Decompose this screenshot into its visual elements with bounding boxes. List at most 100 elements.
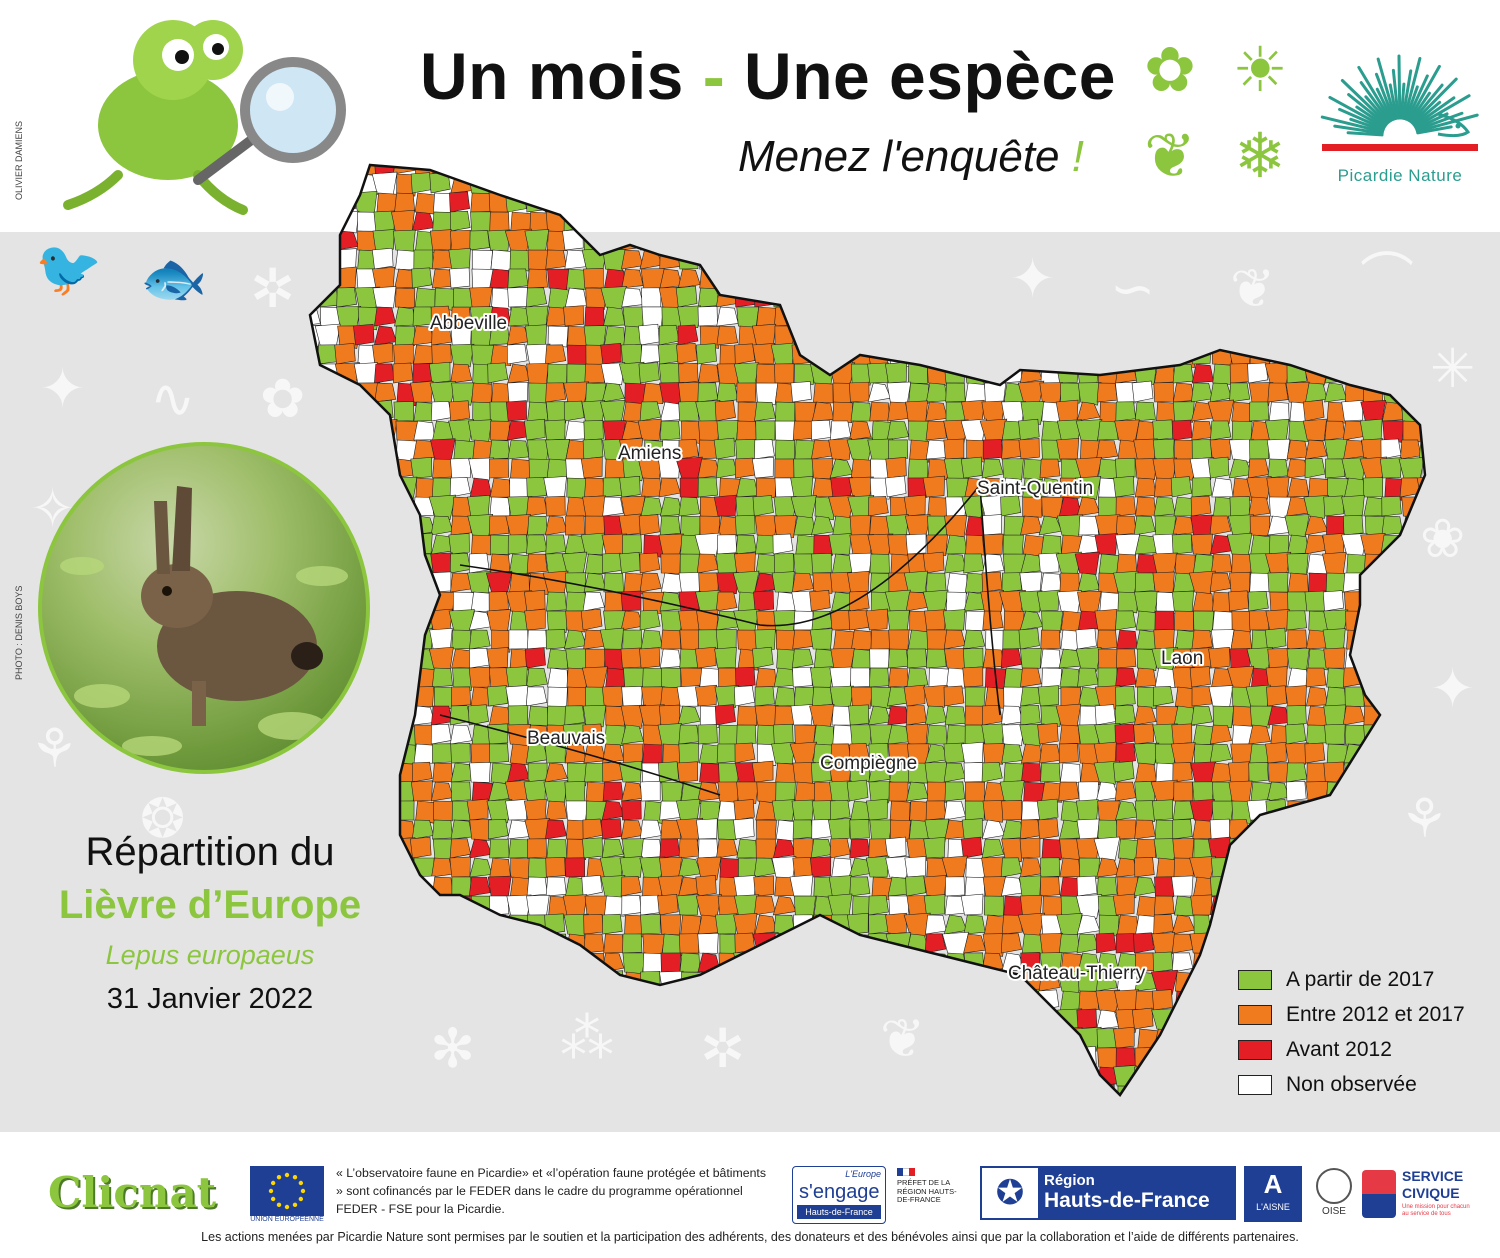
- commune-cell: [965, 610, 986, 632]
- commune-cell: [1137, 249, 1158, 273]
- commune-cell: [1173, 401, 1195, 423]
- commune-cell: [1382, 173, 1404, 194]
- commune-cell: [1001, 165, 1024, 175]
- commune-cell: [1267, 572, 1289, 593]
- commune-cell: [1113, 1026, 1135, 1049]
- commune-cell: [678, 230, 701, 251]
- commune-cell: [1270, 211, 1292, 235]
- commune-cell: [1403, 230, 1425, 254]
- commune-cell: [1495, 230, 1500, 250]
- commune-cell: [1400, 572, 1422, 593]
- commune-cell: [1151, 247, 1174, 270]
- commune-cell: [1094, 533, 1118, 555]
- commune-cell: [315, 780, 341, 804]
- commune-cell: [415, 971, 437, 995]
- commune-cell: [1421, 667, 1425, 690]
- commune-cell: [771, 571, 795, 593]
- commune-cell: [394, 1028, 417, 1051]
- commune-cell: [393, 1066, 415, 1087]
- commune-cell: [1380, 876, 1403, 897]
- commune-cell: [337, 857, 359, 878]
- commune-cell: [812, 268, 833, 289]
- commune-cell: [1343, 514, 1364, 536]
- commune-cell: [811, 686, 833, 707]
- commune-cell: [1420, 781, 1425, 802]
- commune-cell: [1286, 439, 1309, 460]
- commune-cell: [945, 192, 967, 213]
- commune-cell: [1097, 667, 1118, 688]
- commune-cell: [1136, 1085, 1157, 1095]
- commune-cell: [697, 192, 719, 213]
- commune-cell: [809, 703, 835, 728]
- commune-cell: [1459, 744, 1480, 765]
- commune-cell: [1249, 515, 1271, 537]
- commune-cell: [905, 989, 927, 1011]
- commune-cell: [1461, 516, 1482, 538]
- commune-cell: [1001, 799, 1023, 821]
- commune-cell: [907, 287, 929, 308]
- commune-cell: [582, 1027, 604, 1049]
- commune-cell: [1114, 723, 1136, 745]
- commune-cell: [868, 230, 890, 251]
- commune-cell: [318, 591, 341, 614]
- commune-cell: [432, 1105, 453, 1115]
- commune-cell: [449, 400, 471, 422]
- commune-cell: [751, 760, 774, 783]
- commune-cell: [944, 514, 968, 538]
- commune-cell: [717, 534, 738, 555]
- commune-cell: [620, 343, 642, 365]
- commune-cell: [318, 165, 340, 175]
- commune-cell: [981, 172, 1005, 195]
- commune-cell: [621, 799, 642, 821]
- commune-cell: [1479, 459, 1499, 480]
- region-hauts-de-france-logo: ✪ Région Hauts-de-France: [980, 1166, 1236, 1220]
- commune-cell: [1209, 724, 1232, 745]
- commune-cell: [1247, 305, 1269, 327]
- commune-cell: [603, 1066, 624, 1087]
- commune-cell: [661, 1009, 683, 1032]
- commune-cell: [1321, 190, 1344, 213]
- commune-cell: [1419, 553, 1425, 574]
- commune-cell: [374, 819, 396, 840]
- commune-cell: [676, 209, 698, 232]
- commune-cell: [813, 952, 835, 974]
- commune-cell: [830, 287, 852, 308]
- commune-cell: [1302, 817, 1327, 840]
- commune-cell: [1189, 457, 1215, 481]
- commune-cell: [1118, 306, 1140, 330]
- commune-cell: [1457, 801, 1478, 820]
- commune-cell: [353, 362, 378, 385]
- commune-cell: [1115, 743, 1136, 764]
- commune-cell: [925, 268, 948, 289]
- commune-cell: [1231, 173, 1253, 196]
- commune-cell: [1077, 572, 1100, 593]
- commune-cell: [413, 344, 435, 365]
- commune-cell: [410, 780, 433, 802]
- commune-cell: [526, 1009, 548, 1030]
- commune-cell: [1305, 439, 1328, 460]
- commune-cell: [736, 192, 760, 216]
- commune-cell: [850, 401, 872, 422]
- commune-cell: [318, 1009, 339, 1030]
- commune-cell: [719, 173, 742, 198]
- commune-cell: [1096, 165, 1119, 175]
- commune-cell: [1228, 438, 1254, 463]
- commune-cell: [1229, 496, 1250, 517]
- commune-cell: [1228, 590, 1250, 612]
- commune-cell: [792, 819, 814, 840]
- commune-cell: [582, 837, 603, 859]
- bat-silhouette-icon: ⌒: [1360, 249, 1414, 309]
- commune-cell: [1001, 458, 1024, 480]
- commune-cell: [1153, 914, 1174, 935]
- commune-cell: [373, 723, 395, 745]
- commune-cell: [680, 1105, 700, 1115]
- commune-cell: [339, 496, 361, 520]
- commune-cell: [1022, 1085, 1043, 1095]
- commune-cell: [391, 875, 416, 898]
- commune-cell: [433, 952, 456, 976]
- commune-cell: [548, 952, 570, 976]
- commune-cell: [1150, 969, 1178, 995]
- commune-cell: [524, 608, 546, 631]
- commune-cell: [545, 382, 567, 403]
- commune-cell: [981, 762, 1003, 783]
